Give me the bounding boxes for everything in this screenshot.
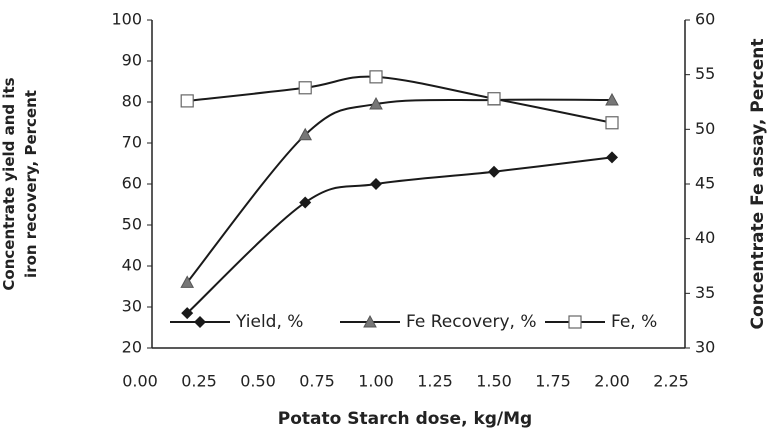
x-tick-label: 2.25 [653, 372, 689, 391]
x-tick-label: 1.75 [535, 372, 571, 391]
legend-marker [194, 316, 206, 328]
marker [181, 307, 194, 320]
marker [180, 94, 194, 108]
y-tick-label: 80 [122, 92, 142, 111]
y-tick-label: 90 [122, 51, 142, 70]
x-tick-label: 0.50 [240, 372, 276, 391]
x-tick-label: 1.00 [358, 372, 394, 391]
x-tick-label: 1.25 [417, 372, 453, 391]
marker [369, 97, 383, 110]
marker [299, 196, 312, 209]
series-line [186, 98, 613, 284]
marker [180, 275, 195, 288]
y2-tick-label: 60 [695, 10, 715, 29]
x-tick-label: 1.50 [476, 372, 512, 391]
y2-tick-label: 40 [695, 228, 715, 247]
y2-tick-label: 55 [695, 64, 715, 83]
marker [370, 178, 382, 190]
marker [487, 92, 501, 106]
marker [605, 92, 619, 106]
y-tick-label: 40 [122, 256, 142, 275]
legend-marker [568, 315, 582, 329]
x-tick-label: 0.00 [122, 372, 158, 391]
y2-axis-title: Concentrate Fe assay, Percent [748, 39, 768, 330]
legend-label: Fe, % [611, 312, 657, 332]
legend-label: Fe Recovery, % [406, 312, 537, 332]
marker [369, 70, 383, 84]
legend-marker [363, 314, 377, 328]
y2-tick-label: 45 [695, 174, 715, 193]
x-tick-label: 0.75 [299, 372, 335, 391]
marker [488, 165, 500, 178]
x-axis-title: Potato Starch dose, kg/Mg [278, 409, 532, 429]
y-axis-title: Concentrate yield and its iron recovery, … [0, 77, 40, 290]
series-line [186, 156, 613, 314]
marker [605, 116, 619, 130]
marker [298, 127, 313, 141]
marker [606, 151, 618, 164]
y-tick-label: 60 [122, 174, 142, 193]
y-tick-label: 100 [111, 10, 142, 29]
y2-tick-label: 35 [695, 283, 715, 302]
y2-tick-label: 50 [695, 119, 715, 138]
marker [298, 81, 312, 95]
y-tick-label: 50 [122, 215, 142, 234]
legend-label: Yield, % [235, 312, 303, 332]
x-tick-label: 0.25 [181, 372, 217, 391]
y-tick-label: 70 [122, 133, 142, 152]
y-tick-label: 30 [122, 297, 142, 316]
y2-tick-label: 30 [695, 338, 715, 357]
y-tick-label: 20 [122, 338, 142, 357]
x-tick-label: 2.00 [594, 372, 630, 391]
